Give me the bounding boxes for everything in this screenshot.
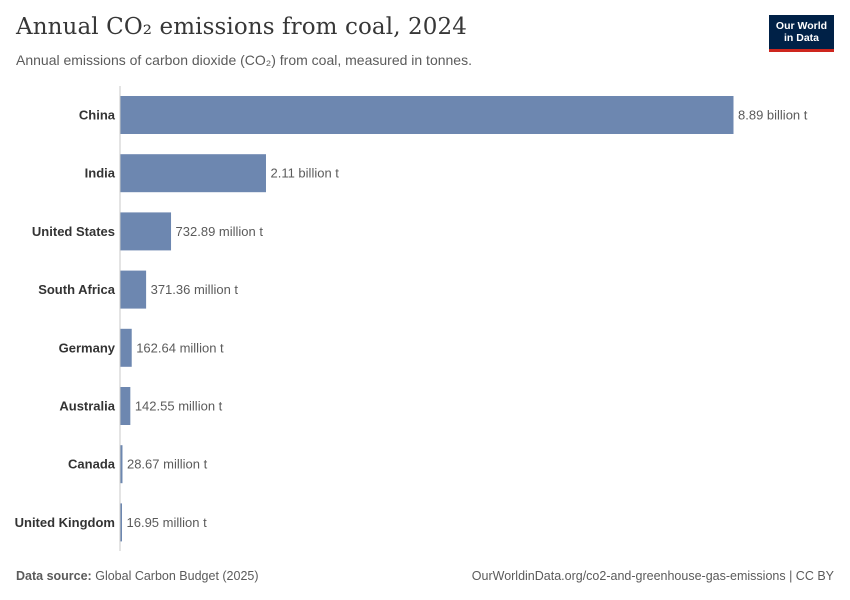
footer-url[interactable]: OurWorldinData.org/co2-and-greenhouse-ga… [471, 569, 834, 583]
owid-logo[interactable]: Our World in Data [769, 15, 834, 52]
category-label-united-kingdom: United Kingdom [15, 515, 115, 530]
value-label-germany: 162.64 million t [136, 340, 224, 355]
category-label-south-africa: South Africa [38, 282, 116, 297]
bar-united-states[interactable] [120, 212, 172, 251]
category-label-germany: Germany [59, 340, 116, 355]
category-label-canada: Canada [68, 457, 116, 472]
value-label-united-states: 732.89 million t [176, 224, 264, 239]
logo-line-2: in Data [783, 32, 819, 44]
value-label-india: 2.11 billion t [270, 166, 339, 181]
bar-south-africa[interactable] [120, 270, 147, 309]
bar-australia[interactable] [120, 387, 131, 425]
bar-china[interactable] [120, 96, 734, 134]
value-label-australia: 142.55 million t [135, 399, 223, 414]
chart-subtitle: Annual emissions of carbon dioxide (CO₂)… [16, 52, 472, 68]
category-label-united-states: United States [32, 224, 115, 239]
category-label-india: India [85, 166, 116, 181]
source-label: Data source: [16, 569, 92, 583]
logo-line-1: Our World [775, 20, 828, 32]
chart-title: Annual CO₂ emissions from coal, 2024 [16, 14, 467, 40]
category-label-china: China [79, 108, 116, 123]
footer-source: Data source: Global Carbon Budget (2025) [16, 569, 259, 583]
bar-india[interactable] [120, 154, 266, 193]
source-link[interactable]: Global Carbon Budget (2025) [95, 569, 259, 583]
bar-chart: China 8.89 billion t India 2.11 billion t Un… [15, 86, 808, 551]
bar-united-kingdom[interactable] [120, 503, 123, 542]
value-label-united-kingdom: 16.95 million t [127, 515, 208, 530]
value-label-china: 8.89 billion t [738, 108, 808, 123]
bar-canada[interactable] [120, 445, 123, 484]
value-label-south-africa: 371.36 million t [151, 282, 239, 297]
category-label-australia: Australia [59, 399, 115, 414]
bar-germany[interactable] [120, 328, 132, 367]
value-label-canada: 28.67 million t [127, 457, 208, 472]
